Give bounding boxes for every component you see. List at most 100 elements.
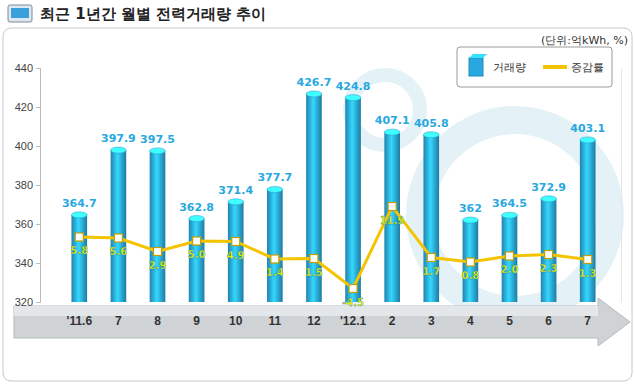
tick-label: 4 [467, 314, 474, 328]
tick-mark [36, 68, 40, 69]
data-label: 362.8 [179, 201, 214, 214]
bar-cap [541, 196, 557, 202]
tick: 12 [307, 314, 321, 328]
data-label: 371.4 [218, 184, 253, 197]
data-label: 1.3 [579, 268, 597, 279]
data-label: 405.8 [414, 117, 449, 130]
axis-line [49, 302, 620, 303]
data-label: -4.5 [342, 297, 364, 308]
bar-cap [150, 148, 166, 154]
bar [541, 199, 557, 302]
bar [189, 219, 205, 302]
data-label: 2.9 [149, 260, 167, 271]
axis-line [36, 69, 41, 303]
tick: 7 [584, 314, 591, 328]
data-label: 5.8 [70, 245, 88, 256]
tick: 3 [428, 314, 435, 328]
tick: 380 [15, 179, 40, 191]
title-icon [8, 5, 32, 22]
tick: 9 [193, 314, 200, 328]
tick-label: 10 [229, 314, 243, 328]
tick-label: 420 [15, 101, 33, 113]
data-label: 377.7 [257, 171, 292, 184]
legend-label: 거래량 [493, 61, 526, 74]
marker [75, 233, 83, 241]
tick-label: 7 [584, 314, 591, 328]
tick-label: 3 [428, 314, 435, 328]
tick: '12.1 [340, 314, 367, 328]
bar [111, 150, 127, 302]
marker [232, 238, 240, 246]
tick-label: 360 [15, 218, 33, 230]
legend-swatch [469, 58, 483, 76]
legend-label: 증감률 [571, 61, 604, 74]
data-label: 2.3 [540, 263, 558, 274]
bar-cap [345, 95, 361, 101]
tick: 440 [15, 62, 40, 74]
tick: 420 [15, 101, 40, 113]
marker [388, 203, 396, 211]
data-label: 5.0 [188, 249, 206, 260]
marker [154, 248, 162, 256]
bar-cap [580, 137, 596, 143]
bar [71, 215, 87, 302]
bar [345, 98, 361, 302]
marker [114, 234, 122, 242]
tick: 4 [467, 314, 474, 328]
legend: 거래량 증감률 [457, 47, 612, 87]
tick-label: 380 [15, 179, 33, 191]
data-label: 364.5 [492, 197, 527, 210]
tick-label: 9 [193, 314, 200, 328]
tick-label: 11 [268, 314, 281, 328]
tick: 400 [15, 140, 40, 152]
tick-label: 400 [15, 140, 33, 152]
marker [427, 254, 435, 262]
marker [193, 237, 201, 245]
tick: 2 [389, 314, 396, 328]
bar-cap [384, 129, 400, 135]
tick: 11 [268, 314, 281, 328]
tick-label: 7 [115, 314, 122, 328]
tick-label: 5 [506, 314, 513, 328]
bar-cap [228, 199, 244, 205]
marker [584, 256, 592, 264]
tick: 340 [15, 257, 40, 269]
tick: 7 [115, 314, 122, 328]
data-label: 5.6 [110, 246, 128, 257]
legend-swatch [543, 65, 567, 69]
tick-label: 320 [15, 296, 33, 308]
bar [267, 189, 283, 302]
data-labels: 364.7397.9397.5362.8371.4377.7426.7424.8… [62, 76, 605, 308]
marker [505, 252, 513, 260]
marker [545, 251, 553, 259]
data-label: 1.4 [266, 267, 284, 278]
tick: 8 [154, 314, 161, 328]
tick-mark [36, 107, 40, 108]
axis-plank [14, 298, 630, 346]
tick: 360 [15, 218, 40, 230]
decoration [420, 120, 610, 310]
data-label: 424.8 [336, 80, 371, 93]
data-label: 403.1 [570, 122, 605, 135]
tick: 5 [506, 314, 513, 328]
title-icon [11, 8, 29, 18]
tick-label: 12 [307, 314, 321, 328]
marker [349, 285, 357, 293]
bar-cap [189, 216, 205, 222]
y-axis: 320 340 360 380 400 420 440 [15, 62, 41, 308]
tick-label: 440 [15, 62, 33, 74]
tick-label: 340 [15, 257, 33, 269]
bar [502, 215, 518, 302]
tick: 6 [545, 314, 552, 328]
bar-cap [463, 217, 479, 223]
data-label: 397.5 [140, 133, 175, 146]
data-label: 397.9 [101, 132, 136, 145]
frame [3, 28, 632, 381]
bar-cap [71, 212, 87, 218]
data-label: 0.8 [462, 270, 480, 281]
data-label: 1.7 [422, 266, 440, 277]
tick-label: 6 [545, 314, 552, 328]
x-axis: '11.6789101112'12.1234567 [49, 303, 620, 328]
y2-axis [621, 69, 622, 303]
bar-cap [111, 147, 127, 153]
